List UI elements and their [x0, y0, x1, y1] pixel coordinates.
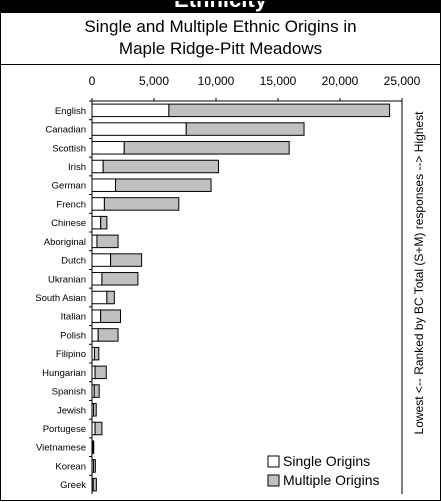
bar-multiple-origins [93, 384, 100, 398]
chart-title-line-2: Maple Ridge-Pitt Meadows [118, 39, 323, 58]
legend-swatch [267, 474, 280, 487]
category-label: Dutch [61, 256, 86, 267]
bar-single-origins [91, 272, 103, 286]
legend-label: Multiple Origins [283, 472, 379, 488]
category-label: Filipino [56, 349, 86, 360]
header-banner: Ethnicity [1, 1, 440, 13]
chart-title-line-1: Single and Multiple Ethnic Origins in [84, 17, 357, 36]
category-label: Portugese [43, 424, 86, 435]
bar-single-origins [91, 122, 187, 136]
bar-multiple-origins [100, 309, 122, 323]
bar-multiple-origins [185, 122, 305, 136]
bar-multiple-origins [93, 346, 100, 361]
bar-multiple-origins [110, 253, 143, 267]
legend-label: Single Origins [283, 453, 370, 469]
category-label: Polish [60, 330, 86, 341]
category-label: Korean [55, 461, 86, 472]
category-label: Spanish [52, 387, 86, 398]
bar-single-origins [91, 197, 105, 211]
bar-multiple-origins [103, 197, 180, 211]
bar-multiple-origins [168, 103, 391, 118]
bar-single-origins [91, 309, 102, 323]
bar-multiple-origins [106, 290, 115, 305]
category-label: South Asian [35, 293, 86, 304]
bar-multiple-origins [96, 234, 119, 249]
bar-single-origins [91, 290, 108, 305]
x-tick-label: 20,000 [322, 74, 359, 88]
x-tick-label: 5,000 [139, 74, 169, 88]
category-label: French [56, 199, 86, 210]
x-tick-label: 25,000 [384, 74, 421, 88]
x-tick-label: 0 [89, 74, 96, 88]
bar-multiple-origins [97, 328, 119, 342]
category-label: Italian [61, 312, 86, 323]
bar-multiple-origins [123, 141, 290, 155]
banner-text: Ethnicity [1, 1, 440, 11]
bar-single-origins [91, 234, 98, 249]
category-label: Chinese [51, 218, 86, 229]
bar-single-origins [91, 178, 117, 192]
category-label: Jewish [57, 405, 86, 416]
category-label: Greek [60, 480, 86, 491]
category-label: Aboriginal [44, 237, 86, 248]
category-label: Hungarian [42, 368, 86, 379]
bar-multiple-origins [101, 272, 139, 286]
bar-multiple-origins [92, 440, 95, 454]
bar-multiple-origins [94, 421, 103, 436]
bar-single-origins [91, 328, 99, 342]
bar-multiple-origins [92, 477, 97, 492]
x-tick-label: 15,000 [260, 74, 297, 88]
category-label: Scottish [52, 143, 86, 154]
category-label: German [52, 181, 86, 192]
bar-single-origins [91, 215, 102, 230]
category-label: Vietnamese [36, 443, 86, 454]
bar-single-origins [91, 159, 104, 174]
bar-single-origins [91, 141, 125, 155]
bar-multiple-origins [102, 159, 219, 174]
bar-single-origins [91, 103, 170, 118]
category-label: Ukranian [48, 274, 86, 285]
x-tick-label: 10,000 [198, 74, 235, 88]
bar-multiple-origins [94, 365, 107, 380]
legend-swatch [267, 455, 280, 468]
chart-title: Single and Multiple Ethnic Origins in Ma… [1, 13, 440, 65]
category-label: Canadian [45, 125, 86, 136]
category-label: English [55, 106, 86, 117]
bar-multiple-origins [92, 459, 96, 473]
bar-multiple-origins [92, 403, 97, 417]
bar-multiple-origins [100, 215, 108, 230]
ranking-note: Lowest <-- Ranked by BC Total (S+M) resp… [412, 111, 426, 435]
bar-single-origins [91, 253, 112, 267]
bar-multiple-origins [115, 178, 212, 192]
category-label: Irish [68, 162, 86, 173]
